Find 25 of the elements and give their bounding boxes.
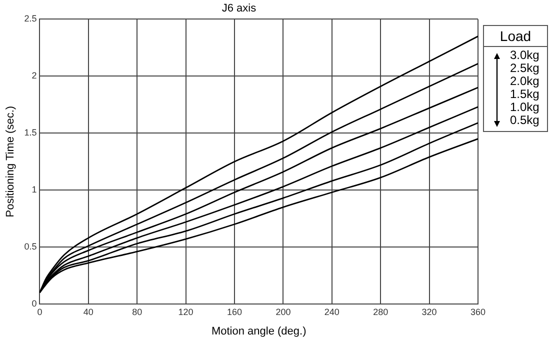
y-axis-title: Positioning Time (sec.) [4,106,17,218]
x-tick-label: 160 [226,306,242,317]
x-tick-label: 240 [324,306,340,317]
x-tick-label: 120 [178,306,194,317]
text: 2.0kg [510,74,540,88]
x-tick-label: 320 [422,306,437,317]
legend-label: 3.0kg [510,48,540,62]
x-tick-label: 80 [132,306,142,317]
x-axis-title: Motion angle (deg.) [211,325,306,338]
x-tick-label: 360 [470,306,486,317]
y-tick-label: 0.5 [24,242,37,252]
y-tick-label: 2.5 [24,14,37,24]
legend-title: Load [484,26,547,47]
x-tick-label: 40 [83,306,94,317]
x-tick-label: 280 [373,306,388,317]
y-tick-label: 0 [32,298,37,308]
text: 1.0kg [510,100,540,114]
text: 1.5kg [510,87,540,101]
y-tick-label: 2 [32,70,37,81]
text: 2.5kg [510,61,540,75]
legend-label: 0.5kg [510,113,540,127]
y-tick-label: 1.5 [24,128,37,138]
chart-title: J6 axis [222,2,257,15]
x-tick-label: 200 [276,306,291,317]
y-tick-label: 1 [32,184,37,195]
